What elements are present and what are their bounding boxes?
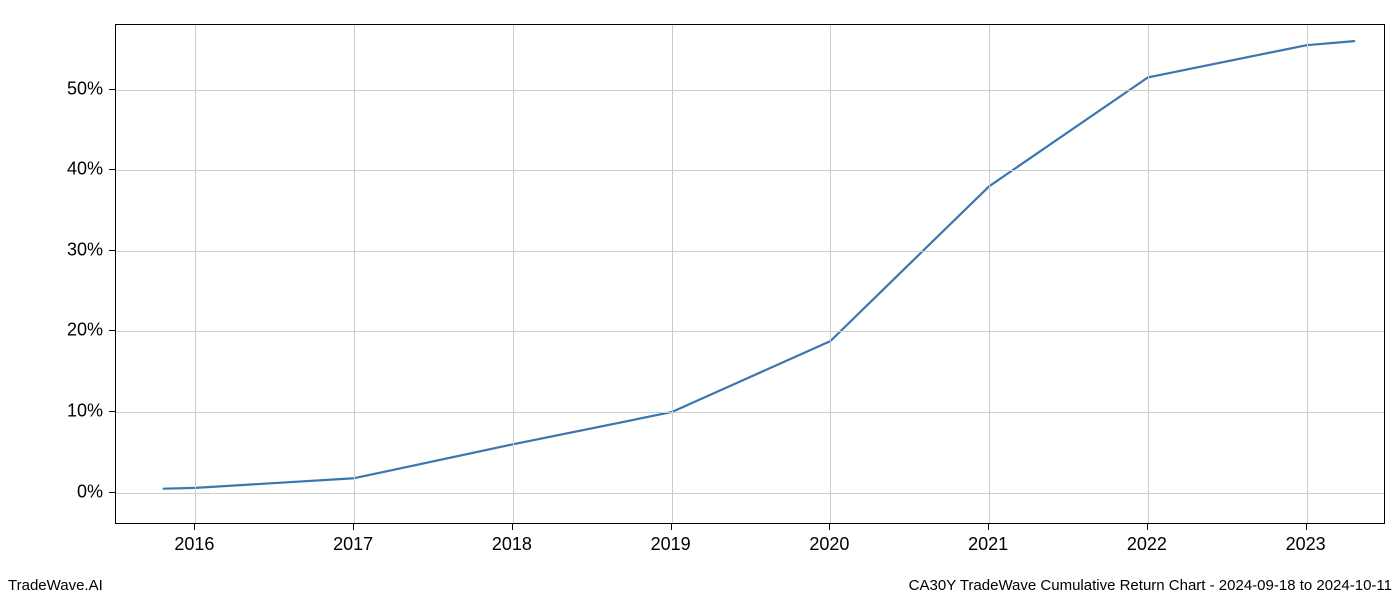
y-tick-label: 10% (67, 401, 103, 422)
grid-line-vertical (354, 25, 355, 523)
x-tick-label: 2022 (1127, 534, 1167, 555)
chart-container: TradeWave.AI CA30Y TradeWave Cumulative … (0, 0, 1400, 600)
y-tick (109, 330, 115, 331)
y-tick (109, 169, 115, 170)
return-line (164, 41, 1355, 489)
y-tick (109, 89, 115, 90)
x-tick (671, 524, 672, 530)
plot-area (115, 24, 1385, 524)
x-tick-label: 2023 (1286, 534, 1326, 555)
grid-line-vertical (513, 25, 514, 523)
y-tick-label: 50% (67, 78, 103, 99)
x-tick-label: 2017 (333, 534, 373, 555)
x-tick (988, 524, 989, 530)
x-tick (512, 524, 513, 530)
x-tick (194, 524, 195, 530)
grid-line-horizontal (116, 90, 1384, 91)
grid-line-horizontal (116, 412, 1384, 413)
grid-line-vertical (672, 25, 673, 523)
x-tick-label: 2021 (968, 534, 1008, 555)
y-tick-label: 20% (67, 320, 103, 341)
y-tick (109, 492, 115, 493)
grid-line-horizontal (116, 251, 1384, 252)
x-tick-label: 2016 (174, 534, 214, 555)
y-tick-label: 30% (67, 239, 103, 260)
y-tick-label: 0% (77, 481, 103, 502)
y-tick (109, 411, 115, 412)
x-tick-label: 2020 (809, 534, 849, 555)
line-series (116, 25, 1386, 525)
y-tick (109, 250, 115, 251)
footer-right: CA30Y TradeWave Cumulative Return Chart … (909, 577, 1392, 594)
y-tick-label: 40% (67, 159, 103, 180)
grid-line-vertical (989, 25, 990, 523)
footer-left: TradeWave.AI (8, 577, 103, 594)
grid-line-horizontal (116, 493, 1384, 494)
grid-line-vertical (1307, 25, 1308, 523)
grid-line-horizontal (116, 331, 1384, 332)
grid-line-horizontal (116, 170, 1384, 171)
x-tick (829, 524, 830, 530)
x-tick-label: 2018 (492, 534, 532, 555)
x-tick-label: 2019 (651, 534, 691, 555)
grid-line-vertical (830, 25, 831, 523)
x-tick (1147, 524, 1148, 530)
grid-line-vertical (195, 25, 196, 523)
x-tick (353, 524, 354, 530)
x-tick (1306, 524, 1307, 530)
grid-line-vertical (1148, 25, 1149, 523)
